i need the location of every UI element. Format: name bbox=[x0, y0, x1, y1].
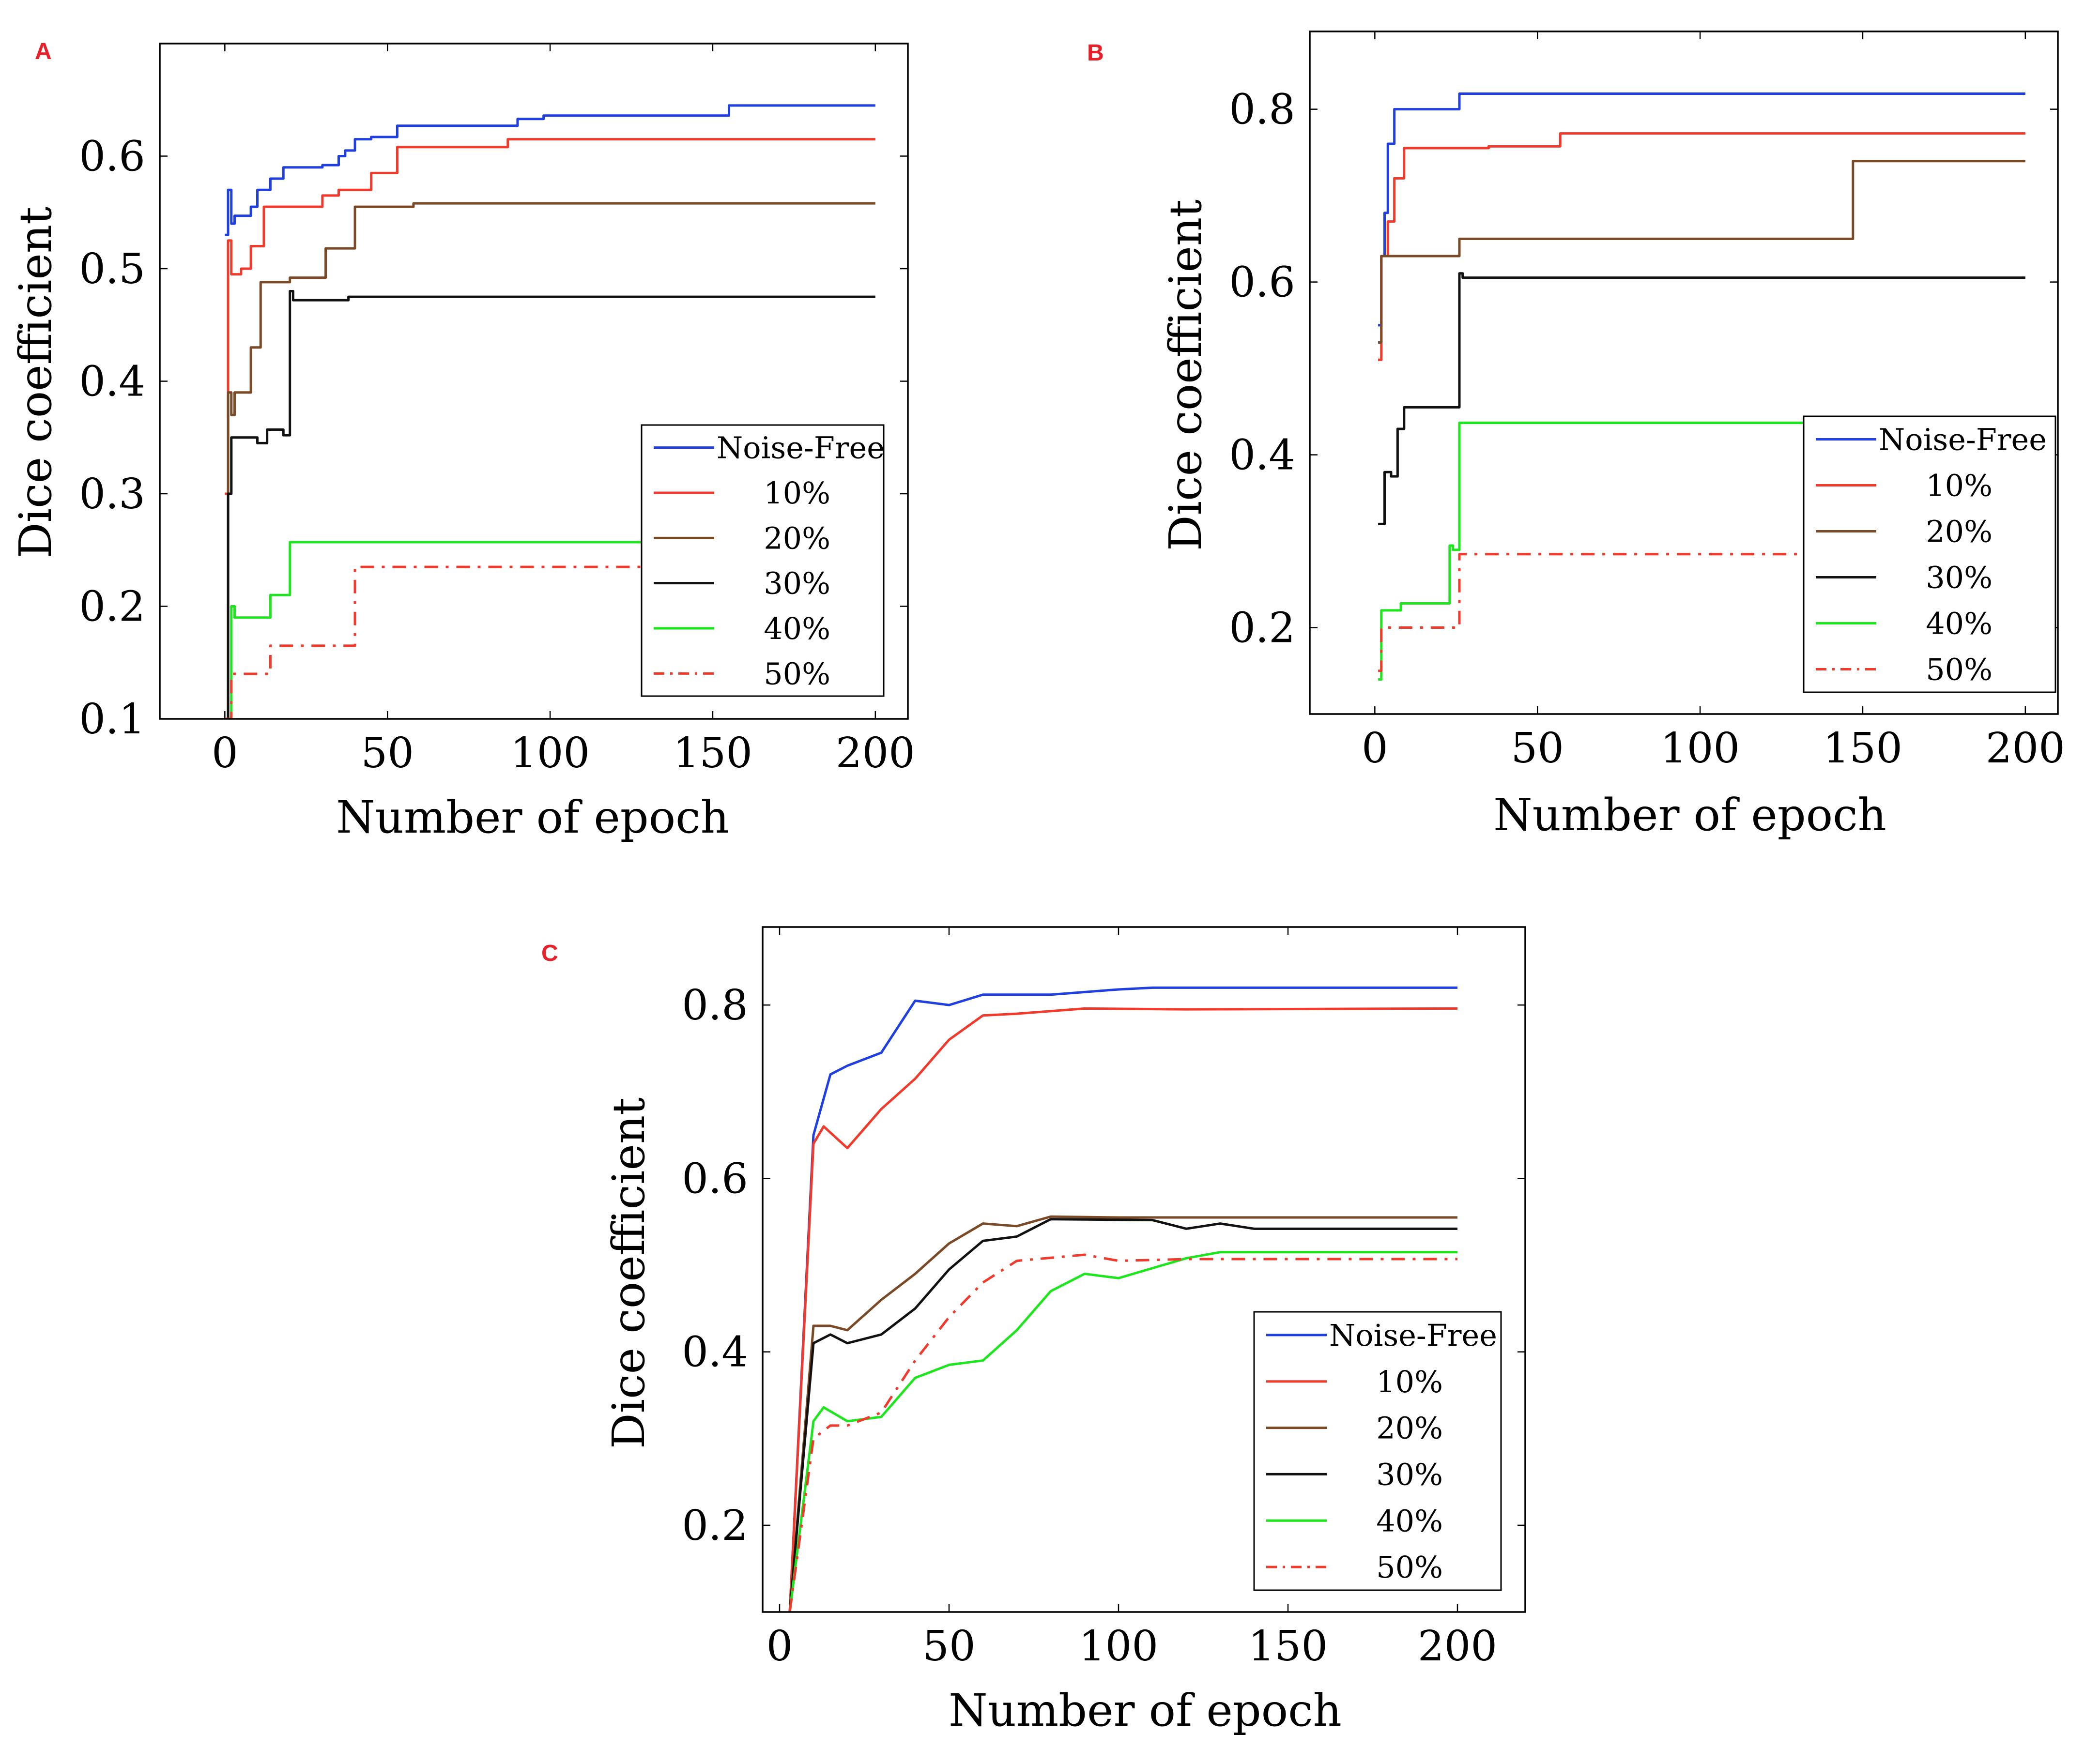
series-line-20pct bbox=[1378, 160, 2025, 344]
panel-letter: B bbox=[1087, 40, 1104, 66]
legend-label: 20% bbox=[1926, 514, 1993, 549]
legend-label: 10% bbox=[764, 475, 830, 511]
legend-box bbox=[1253, 1311, 1502, 1591]
series-line-20pct bbox=[788, 1215, 1457, 1612]
plot-frame bbox=[762, 926, 1526, 1613]
chart-panel-a: A 0 50 100 150 200 0.1 0.2 0.3 0.4 0.5 0.6 Noise-Fre… bbox=[10, 39, 915, 843]
y-axis-label: Dice coefficient bbox=[10, 207, 61, 558]
x-tick-label: 150 bbox=[1248, 1622, 1328, 1671]
x-tick-label: 150 bbox=[673, 729, 752, 777]
y-tick-label: 0.1 bbox=[79, 695, 145, 744]
x-tick-label: 150 bbox=[1823, 724, 1902, 773]
plot-frame bbox=[1309, 30, 2059, 715]
x-tick-label: 100 bbox=[510, 729, 590, 777]
y-tick-label: 0.8 bbox=[682, 981, 748, 1030]
legend-label: 10% bbox=[1926, 468, 1993, 503]
legend-label: 20% bbox=[764, 520, 830, 556]
legend-label: Noise-Free bbox=[717, 430, 885, 466]
y-axis-label: Dice coefficient bbox=[603, 1097, 655, 1449]
legend-label: 30% bbox=[764, 566, 830, 601]
y-tick-label: 0.4 bbox=[79, 358, 145, 406]
x-tick-label: 0 bbox=[212, 729, 238, 777]
x-axis-label: Number of epoch bbox=[336, 791, 729, 843]
legend-label: Noise-Free bbox=[1879, 422, 2047, 457]
series-line-30pct bbox=[1378, 272, 2025, 525]
y-tick-label: 0.2 bbox=[682, 1502, 748, 1550]
y-tick-label: 0.4 bbox=[1229, 431, 1295, 480]
y-tick-label: 0.3 bbox=[79, 470, 145, 518]
legend-label: 40% bbox=[1926, 606, 1993, 641]
series-line-30pct bbox=[788, 1218, 1457, 1612]
y-tick-label: 0.6 bbox=[682, 1155, 748, 1203]
y-tick-label: 0.4 bbox=[682, 1328, 748, 1377]
legend-label: 50% bbox=[764, 656, 830, 691]
series-line-30pct bbox=[225, 290, 875, 719]
x-tick-label: 200 bbox=[1418, 1622, 1497, 1671]
legend-label: 20% bbox=[1376, 1411, 1443, 1446]
legend-box bbox=[641, 424, 885, 697]
y-tick-label: 0.6 bbox=[79, 133, 145, 181]
legend-label: 50% bbox=[1926, 652, 1993, 687]
x-tick-label: 200 bbox=[836, 729, 915, 777]
series-line-10pct bbox=[225, 138, 875, 495]
x-tick-label: 100 bbox=[1079, 1622, 1158, 1671]
legend-label: 30% bbox=[1376, 1457, 1443, 1492]
x-tick-label: 100 bbox=[1660, 724, 1740, 773]
panel-letter: A bbox=[35, 39, 52, 64]
x-tick-label: 0 bbox=[1362, 724, 1388, 773]
panel-letter: C bbox=[541, 941, 558, 966]
legend-label: 30% bbox=[1926, 560, 1993, 595]
x-tick-label: 50 bbox=[922, 1622, 975, 1671]
x-tick-label: 0 bbox=[766, 1622, 793, 1671]
series-line-40pct bbox=[225, 541, 875, 719]
y-tick-label: 0.5 bbox=[79, 245, 145, 293]
x-tick-label: 200 bbox=[1986, 724, 2065, 773]
chart-panel-b: B 0 50 100 150 200 0.2 0.4 0.6 0.8 Noise-Free 10% 20… bbox=[1087, 30, 2065, 841]
legend-label: Noise-Free bbox=[1329, 1318, 1497, 1353]
y-tick-label: 0.8 bbox=[1229, 86, 1295, 134]
chart-panel-c: C 0 50 100 150 200 0.2 0.4 0.6 0.8 Noise-Free 10% 20… bbox=[541, 926, 1526, 1736]
legend-label: 50% bbox=[1376, 1550, 1443, 1585]
series-line-40pct bbox=[788, 1251, 1457, 1612]
series-line-40pct bbox=[1378, 422, 2025, 681]
y-tick-label: 0.2 bbox=[1229, 604, 1295, 653]
series-line-20pct bbox=[225, 202, 875, 719]
series-line-noise-free bbox=[225, 104, 875, 236]
series-line-noise-free bbox=[1378, 92, 2025, 327]
y-axis-label: Dice coefficient bbox=[1160, 199, 1211, 551]
x-axis-label: Number of epoch bbox=[1493, 789, 1886, 841]
x-tick-label: 50 bbox=[361, 729, 414, 777]
series-line-50pct bbox=[788, 1253, 1457, 1612]
series-line-50pct bbox=[225, 565, 875, 719]
legend-box bbox=[1803, 415, 2056, 693]
series-line-50pct bbox=[1378, 553, 2025, 672]
legend-label: 40% bbox=[764, 611, 830, 646]
y-tick-label: 0.6 bbox=[1229, 258, 1295, 307]
series-line-10pct bbox=[1378, 132, 2025, 361]
legend-label: 10% bbox=[1376, 1364, 1443, 1399]
x-axis-label: Number of epoch bbox=[949, 1685, 1342, 1736]
series-line-10pct bbox=[788, 1007, 1458, 1612]
legend-label: 40% bbox=[1376, 1503, 1443, 1538]
y-tick-label: 0.2 bbox=[79, 583, 145, 631]
plot-frame bbox=[159, 43, 909, 720]
x-tick-label: 50 bbox=[1511, 724, 1564, 773]
series-line-noise-free bbox=[788, 986, 1457, 1612]
